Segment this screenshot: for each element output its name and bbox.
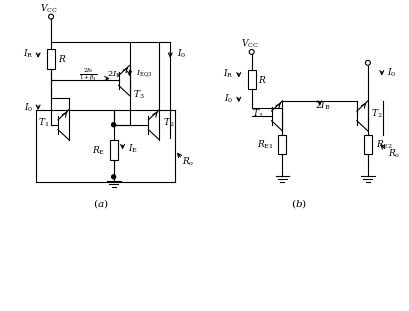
Text: $(b)$: $(b)$	[291, 197, 308, 210]
Text: $I_{\rm R}$: $I_{\rm R}$	[223, 67, 234, 80]
Text: $V_{\rm CC}$: $V_{\rm CC}$	[40, 2, 58, 15]
Text: $R$: $R$	[58, 53, 66, 64]
Text: $(a)$: $(a)$	[93, 197, 108, 210]
Text: $I_0$: $I_0$	[178, 48, 187, 60]
Text: $2I_{\rm B}$: $2I_{\rm B}$	[107, 70, 121, 80]
Text: $2I_{\rm B}$: $2I_{\rm B}$	[315, 100, 330, 112]
Text: $R_o$: $R_o$	[182, 156, 194, 168]
Text: $I_{\rm E}$: $I_{\rm E}$	[128, 142, 137, 155]
Text: $I_{\rm R}$: $I_{\rm R}$	[23, 48, 34, 60]
Text: $T_3$: $T_3$	[133, 88, 144, 100]
Text: $\frac{2I_{\rm B}}{1+\beta_3}$: $\frac{2I_{\rm B}}{1+\beta_3}$	[79, 66, 97, 83]
Bar	[110, 141, 118, 160]
Text: $I_0$: $I_0$	[224, 93, 234, 105]
Bar	[47, 49, 55, 69]
Text: $R_{\rm E}$: $R_{\rm E}$	[92, 144, 105, 156]
Circle shape	[49, 14, 54, 19]
Circle shape	[112, 175, 116, 179]
Circle shape	[365, 60, 371, 65]
Text: $T_2$: $T_2$	[371, 108, 382, 120]
Text: $R_{\rm E1}$: $R_{\rm E1}$	[257, 138, 274, 151]
Text: $I_0$: $I_0$	[387, 66, 396, 79]
Circle shape	[112, 123, 116, 127]
Text: $I_{\rm EQ3}$: $I_{\rm EQ3}$	[137, 68, 153, 79]
Circle shape	[249, 49, 254, 54]
Text: $T_1$: $T_1$	[38, 117, 50, 129]
Text: $T_1$: $T_1$	[252, 108, 263, 120]
Text: $R$: $R$	[258, 74, 267, 85]
Bar	[364, 135, 372, 154]
Text: $R_{\rm E2}$: $R_{\rm E2}$	[376, 138, 393, 151]
Text: $I_0$: $I_0$	[24, 102, 33, 114]
Bar	[279, 135, 286, 154]
Text: $R_o$: $R_o$	[389, 148, 401, 160]
Text: $T_2$: $T_2$	[162, 117, 174, 129]
Bar	[248, 70, 256, 89]
Text: $V_{\rm CC}$: $V_{\rm CC}$	[241, 38, 258, 50]
